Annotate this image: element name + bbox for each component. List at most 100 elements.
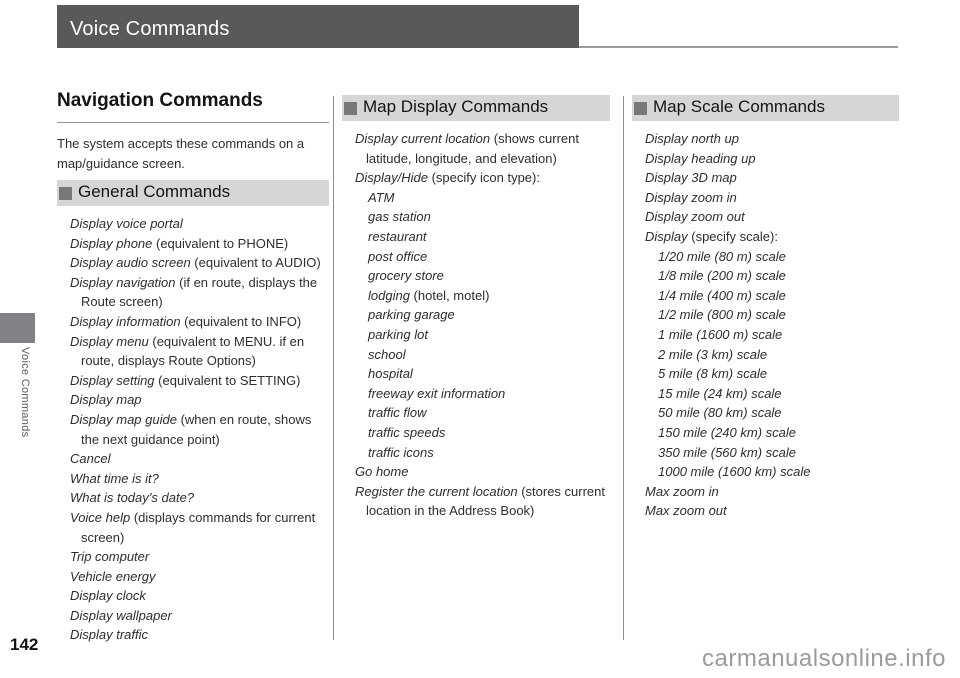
command-name: gas station	[368, 209, 431, 225]
command-item: 1000 mile (1600 km) scale	[632, 462, 899, 482]
general-commands-list: Display voice portal Display phone (equiv…	[57, 214, 329, 645]
command-name: traffic speeds	[368, 424, 446, 440]
command-description: (equivalent to PHONE)	[152, 235, 289, 251]
command-name: Display phone	[70, 235, 153, 251]
command-item: Display clock	[57, 586, 329, 606]
section-marker-icon	[59, 186, 72, 200]
command-name: Trip computer	[70, 549, 150, 565]
command-name: Display heading up	[645, 150, 756, 166]
section-bar-general-commands: General Commands	[57, 180, 329, 206]
section-marker-icon	[344, 101, 357, 115]
section-heading: Map Scale Commands	[653, 97, 825, 116]
command-description: (equivalent to INFO)	[180, 313, 302, 329]
command-name: hospital	[368, 366, 413, 382]
command-item: post office	[342, 247, 610, 267]
command-name: 1/2 mile (800 m) scale	[658, 307, 786, 323]
chapter-sidebar-label: Voice Commands	[19, 347, 31, 438]
column-divider	[623, 96, 624, 640]
command-item: 5 mile (8 km) scale	[632, 364, 899, 384]
command-item: Max zoom in	[632, 482, 899, 502]
command-name: 1 mile (1600 m) scale	[658, 326, 783, 342]
command-item: restaurant	[342, 227, 610, 247]
header-rule	[579, 46, 898, 48]
command-name: Display zoom out	[645, 209, 745, 225]
watermark: carmanualsonline.info	[702, 645, 946, 672]
command-item: 150 mile (240 km) scale	[632, 423, 899, 443]
command-name: Display menu	[70, 333, 149, 349]
page-number: 142	[10, 635, 39, 654]
command-item: hospital	[342, 364, 610, 384]
command-item: Display/Hide (specify icon type):	[342, 168, 610, 188]
command-item: traffic flow	[342, 403, 610, 423]
command-description: (equivalent to MENU. if en route, displa…	[81, 333, 305, 369]
command-name: 1/20 mile (80 m) scale	[658, 248, 786, 264]
command-item: freeway exit information	[342, 384, 610, 404]
command-description: (specify icon type):	[427, 170, 540, 186]
command-description: (if en route, displays the Route screen)	[81, 274, 318, 310]
map-display-commands-list: Display current location (shows current …	[342, 129, 610, 521]
command-item: Display zoom out	[632, 207, 899, 227]
command-item: 1/8 mile (200 m) scale	[632, 266, 899, 286]
command-item: Display setting (equivalent to SETTING)	[57, 371, 329, 391]
command-item: Go home	[342, 462, 610, 482]
command-item: 2 mile (3 km) scale	[632, 345, 899, 365]
command-name: Display/Hide	[355, 170, 428, 186]
command-item: What time is it?	[57, 469, 329, 489]
command-name: What is today’s date?	[70, 490, 195, 506]
navigation-commands-column: Navigation Commands The system accepts t…	[57, 90, 329, 645]
command-item: 50 mile (80 km) scale	[632, 403, 899, 423]
command-item: Display map guide (when en route, shows …	[57, 410, 329, 449]
command-item: Display map	[57, 390, 329, 410]
command-item: parking garage	[342, 305, 610, 325]
command-name: Display traffic	[70, 627, 149, 643]
command-name: grocery store	[368, 268, 444, 284]
command-name: Display wallpaper	[70, 607, 172, 623]
command-item: parking lot	[342, 325, 610, 345]
command-item: grocery store	[342, 266, 610, 286]
command-item: Cancel	[57, 449, 329, 469]
command-name: parking garage	[368, 307, 455, 323]
section-heading: General Commands	[78, 182, 231, 201]
section-marker-icon	[634, 101, 647, 115]
command-item: Trip computer	[57, 547, 329, 567]
command-item: Display (specify scale):	[632, 227, 899, 247]
command-name: 15 mile (24 km) scale	[658, 385, 782, 401]
command-name: Display current location	[355, 131, 491, 146]
command-description: (equivalent to SETTING)	[154, 372, 301, 388]
command-item: school	[342, 345, 610, 365]
command-name: Vehicle energy	[70, 568, 156, 584]
command-item: 1/4 mile (400 m) scale	[632, 286, 899, 306]
section-bar-map-display-commands: Map Display Commands	[342, 95, 610, 121]
command-name: 50 mile (80 km) scale	[658, 405, 782, 421]
command-item: Max zoom out	[632, 501, 899, 521]
command-name: Display voice portal	[70, 216, 183, 231]
command-name: Max zoom in	[645, 483, 719, 499]
command-item: Display menu (equivalent to MENU. if en …	[57, 332, 329, 371]
command-item: What is today’s date?	[57, 488, 329, 508]
command-item: Register the current location (stores cu…	[342, 482, 610, 521]
command-item: Display voice portal	[57, 214, 329, 234]
command-name: Display zoom in	[645, 189, 737, 205]
command-name: post office	[368, 248, 428, 264]
command-name: Display clock	[70, 588, 146, 604]
command-item: Display north up	[632, 129, 899, 149]
command-name: freeway exit information	[368, 385, 506, 401]
command-item: Display navigation (if en route, display…	[57, 273, 329, 312]
command-name: 2 mile (3 km) scale	[658, 346, 768, 362]
section-heading: Map Display Commands	[363, 97, 549, 116]
command-name: restaurant	[368, 228, 427, 244]
command-item: Voice help (displays commands for curren…	[57, 508, 329, 547]
command-description: (shows current latitude, longitude, and …	[366, 131, 579, 166]
command-item: Display wallpaper	[57, 606, 329, 626]
command-item: Vehicle energy	[57, 567, 329, 587]
command-name: 150 mile (240 km) scale	[658, 424, 796, 440]
command-item: Display audio screen (equivalent to AUDI…	[57, 253, 329, 273]
command-name: parking lot	[368, 326, 428, 342]
command-item: Display information (equivalent to INFO)	[57, 312, 329, 332]
chapter-tab	[0, 313, 35, 343]
map-scale-commands-column: Map Scale Commands Display north up Displ…	[632, 95, 899, 521]
command-item: 350 mile (560 km) scale	[632, 443, 899, 463]
command-name: Display audio screen	[70, 255, 191, 271]
command-name: Display north up	[645, 131, 739, 146]
command-item: gas station	[342, 207, 610, 227]
